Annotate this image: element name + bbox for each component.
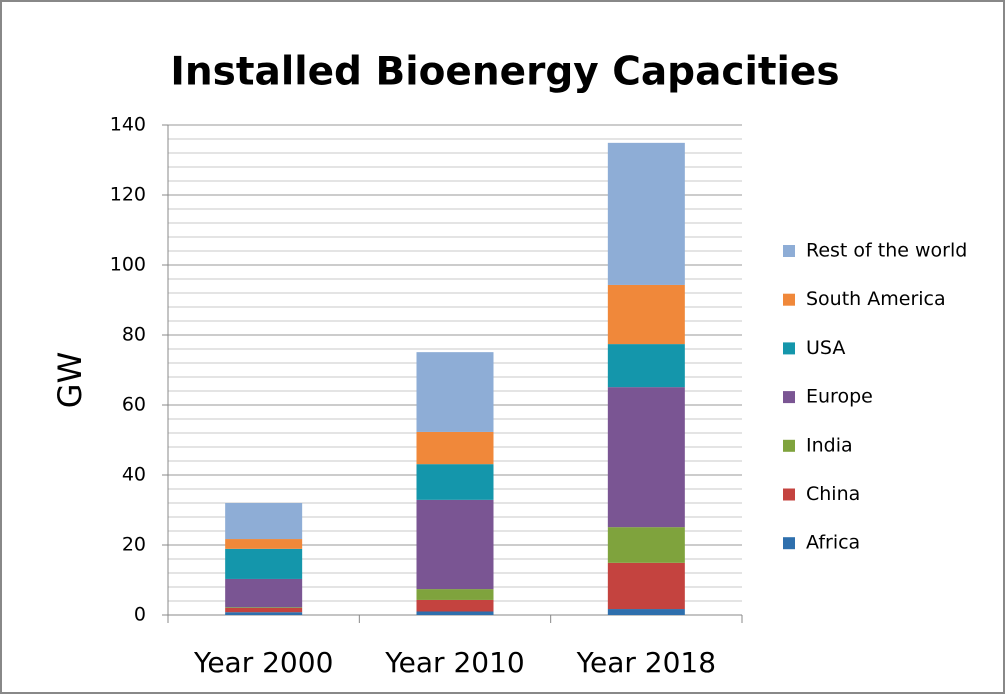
legend-swatch xyxy=(783,293,795,306)
x-tick-label: Year 2010 xyxy=(384,646,524,679)
bar-segment xyxy=(225,612,303,615)
bar-segment xyxy=(416,611,494,615)
x-tick-label: Year 2018 xyxy=(576,646,716,679)
bar-segment xyxy=(607,527,685,563)
bar-segment xyxy=(416,589,494,600)
y-tick-label: 100 xyxy=(110,254,146,276)
bar-segment xyxy=(607,562,685,610)
y-tick-label: 40 xyxy=(122,464,146,486)
legend-label: China xyxy=(806,483,860,505)
bar-segment xyxy=(225,503,303,540)
legend-label: Africa xyxy=(806,532,860,554)
bar-segment xyxy=(416,431,494,465)
legend-swatch xyxy=(783,439,795,452)
bar-segment xyxy=(225,608,303,613)
y-axis-label: GW xyxy=(51,352,89,408)
legend-label: Rest of the world xyxy=(806,240,967,262)
y-tick-label: 80 xyxy=(122,324,146,346)
bar-segment xyxy=(225,578,303,608)
bar-segment xyxy=(225,548,303,579)
legend-swatch xyxy=(783,391,795,404)
legend-label: USA xyxy=(806,337,845,359)
y-tick-label: 0 xyxy=(134,604,146,626)
bar-segment xyxy=(225,607,303,608)
chart-title: Installed Bioenergy Capacities xyxy=(170,50,839,95)
x-tick-label: Year 2000 xyxy=(193,646,333,679)
y-tick-label: 20 xyxy=(122,534,146,556)
bar-segment xyxy=(607,344,685,388)
bar-segment xyxy=(416,464,494,500)
legend-swatch xyxy=(783,537,795,550)
legend-swatch xyxy=(783,245,795,257)
legend-swatch xyxy=(783,488,795,501)
bar-segment xyxy=(416,499,494,590)
bar-segment xyxy=(416,352,494,432)
bar-segment xyxy=(607,387,685,528)
bar-segment xyxy=(225,539,303,549)
y-tick-label: 140 xyxy=(110,114,146,136)
y-tick-label: 60 xyxy=(122,394,146,416)
legend-swatch xyxy=(783,342,795,355)
y-tick-label: 120 xyxy=(110,184,146,206)
bar-segment xyxy=(607,284,685,345)
legend-label: Europe xyxy=(806,386,873,408)
bar-segment xyxy=(607,609,685,615)
bar-segment xyxy=(607,142,685,285)
legend-label: South America xyxy=(806,288,946,310)
bar-segment xyxy=(416,599,494,612)
legend-label: India xyxy=(806,434,853,456)
